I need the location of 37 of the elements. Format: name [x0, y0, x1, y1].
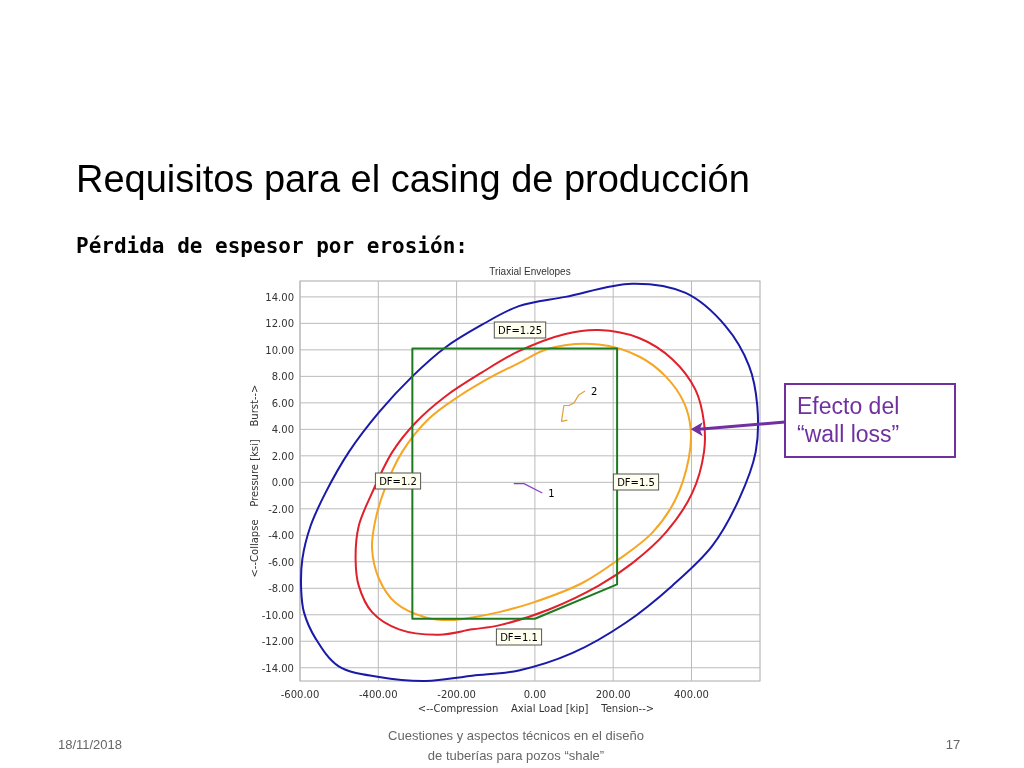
y-tick-label: 14.00 — [265, 291, 294, 303]
y-tick-label: 0.00 — [271, 477, 294, 489]
x-axis-title: <--Compression Axial Load [kip] Tension--> — [417, 703, 655, 714]
line-series — [560, 390, 586, 422]
y-axis-title: <--Collapse Pressure [ksi] Burst--> — [249, 384, 260, 578]
y-tick-label: 2.00 — [271, 450, 294, 462]
text: 18/11/2018 — [57, 737, 123, 752]
annotation: DF=1.2 — [379, 476, 417, 487]
series-label: 2 — [591, 385, 598, 397]
y-tick-label: 8.00 — [271, 371, 294, 383]
y-tick-label: 4.00 — [271, 424, 294, 436]
y-tick-label: -10.00 — [261, 609, 294, 621]
series-label: 1 — [548, 487, 555, 499]
x-tick-label: -400.00 — [358, 689, 398, 700]
text: 17 — [945, 737, 961, 752]
x-tick-label: 200.00 — [595, 689, 631, 700]
y-tick-label: -2.00 — [268, 503, 294, 515]
y-tick-label: 6.00 — [271, 397, 294, 409]
y-tick-label: 12.00 — [265, 318, 294, 330]
y-tick-label: -8.00 — [268, 583, 294, 595]
y-tick-label: -12.00 — [261, 636, 294, 648]
text: Efecto del “wall loss” — [797, 393, 900, 447]
chart-subtitle: Pérdida de espesor por erosión: — [76, 234, 468, 258]
x-tick-label: -200.00 — [437, 689, 476, 700]
annotation: DF=1.1 — [500, 632, 538, 643]
y-tick-label: -14.00 — [261, 662, 294, 674]
text: Triaxial Envelopes — [489, 266, 571, 277]
y-tick-label: -6.00 — [268, 556, 294, 568]
annotation: DF=1.5 — [617, 477, 655, 488]
x-tick-label: -600.00 — [280, 689, 320, 700]
chart-title: Requisitos para el casing de producción — [76, 158, 750, 200]
x-tick-label: 0.00 — [523, 689, 547, 700]
x-tick-label: 400.00 — [673, 689, 709, 700]
y-tick-label: 10.00 — [265, 344, 294, 356]
text: Cuestiones y aspectos técnicos en el diseño de tuberías para pozos “shale” — [388, 728, 644, 763]
y-tick-label: -4.00 — [268, 530, 294, 542]
annotation: DF=1.25 — [497, 325, 543, 336]
